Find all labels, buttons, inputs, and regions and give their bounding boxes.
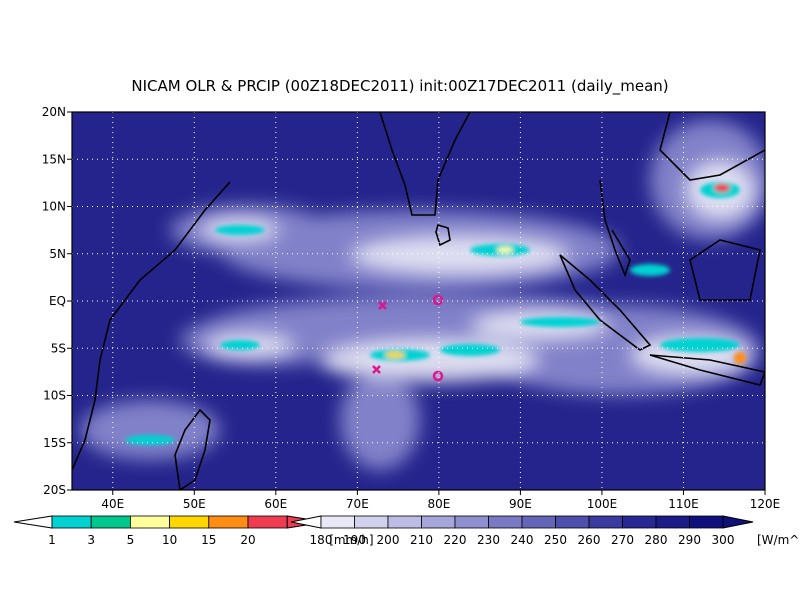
lat-label: 15S: [43, 436, 66, 450]
colorbar-box: [488, 515, 523, 529]
colorbar-label: 220: [444, 533, 467, 547]
colorbar-box: [320, 515, 355, 529]
colorbar-label: 15: [201, 533, 216, 547]
colorbar-label: 10: [162, 533, 177, 547]
lon-label: 50E: [183, 497, 206, 511]
colorbar-box: [655, 515, 690, 529]
colorbar-box: [555, 515, 590, 529]
colorbar-box: [454, 515, 489, 529]
colorbar-box: [247, 515, 288, 529]
lon-label: 120E: [750, 497, 781, 511]
colorbar-box: [521, 515, 556, 529]
colorbar-label: 300: [712, 533, 735, 547]
coastlines: [72, 112, 765, 490]
colorbar-label: 290: [678, 533, 701, 547]
colorbar-label: 280: [645, 533, 668, 547]
lat-label: EQ: [49, 294, 66, 308]
lon-label: 110E: [668, 497, 699, 511]
lat-label: 20N: [42, 105, 66, 119]
colorbar-label: 250: [544, 533, 567, 547]
colorbar-label: 260: [578, 533, 601, 547]
markers: [372, 294, 444, 382]
lon-label: 90E: [509, 497, 532, 511]
colorbar-box: [387, 515, 422, 529]
colorbar-label: 1: [48, 533, 56, 547]
lon-label: 60E: [264, 497, 287, 511]
lat-label: 15N: [42, 152, 66, 166]
colorbar-box: [622, 515, 657, 529]
colorbar-label: 190: [343, 533, 366, 547]
colorbar-box: [169, 515, 210, 529]
lat-label: 10N: [42, 200, 66, 214]
lon-label: 80E: [427, 497, 450, 511]
colorbar-arrow: [13, 515, 53, 529]
lat-label: 20S: [43, 483, 66, 497]
map-field: [72, 112, 765, 490]
colorbar-label: 200: [377, 533, 400, 547]
colorbar-box: [90, 515, 131, 529]
colorbar-label: 180: [310, 533, 333, 547]
lon-label: 70E: [346, 497, 369, 511]
colorbar-box: [421, 515, 456, 529]
colorbar-box: [689, 515, 724, 529]
colorbar-box: [129, 515, 170, 529]
lat-label: 10S: [43, 389, 66, 403]
lon-label: 40E: [101, 497, 124, 511]
colorbar-label: 3: [87, 533, 95, 547]
lat-label: 5N: [49, 247, 66, 261]
lon-label: 100E: [587, 497, 618, 511]
colorbar-arrow: [722, 515, 754, 529]
colorbar-label: 240: [511, 533, 534, 547]
colorbar-label: 5: [127, 533, 135, 547]
colorbar-unit: [mm/h]: [329, 533, 373, 547]
lat-label: 5S: [51, 341, 66, 355]
colorbar-label: 270: [611, 533, 634, 547]
colorbar-label: 20: [240, 533, 255, 547]
colorbar-label: 210: [410, 533, 433, 547]
title: NICAM OLR & PRCIP (00Z18DEC2011) init:00…: [131, 77, 668, 96]
colorbar-box: [354, 515, 389, 529]
colorbar-unit: [W/m^2]: [757, 533, 800, 547]
colorbar-box: [588, 515, 623, 529]
colorbar-box: [51, 515, 92, 529]
colorbar-label: 230: [477, 533, 500, 547]
colorbar-box: [208, 515, 249, 529]
